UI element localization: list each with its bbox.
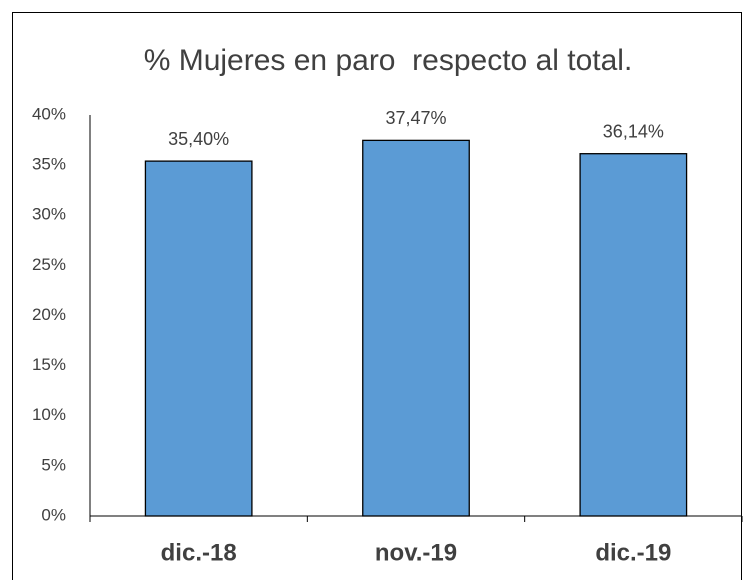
x-tick-label: nov.-19 bbox=[375, 539, 457, 566]
value-label: 36,14% bbox=[603, 121, 664, 141]
y-tick-label: 20% bbox=[32, 305, 66, 324]
bar bbox=[144, 160, 253, 517]
y-tick-label: 40% bbox=[32, 104, 66, 123]
value-label: 37,47% bbox=[385, 108, 446, 128]
chart-title: % Mujeres en paro respecto al total. bbox=[144, 44, 633, 77]
y-tick-label: 10% bbox=[32, 405, 66, 424]
y-tick-label: 25% bbox=[32, 255, 66, 274]
x-tick-label: dic.-18 bbox=[161, 539, 237, 566]
y-tick-label: 5% bbox=[41, 455, 66, 474]
bar bbox=[362, 139, 470, 517]
bar bbox=[579, 153, 688, 517]
y-tick-label: 30% bbox=[32, 205, 66, 224]
y-tick-label: 35% bbox=[32, 155, 66, 174]
value-label: 35,40% bbox=[168, 129, 229, 149]
y-tick-label: 15% bbox=[32, 355, 66, 374]
x-tick-label: dic.-19 bbox=[595, 539, 671, 566]
y-tick-label: 0% bbox=[41, 505, 66, 524]
